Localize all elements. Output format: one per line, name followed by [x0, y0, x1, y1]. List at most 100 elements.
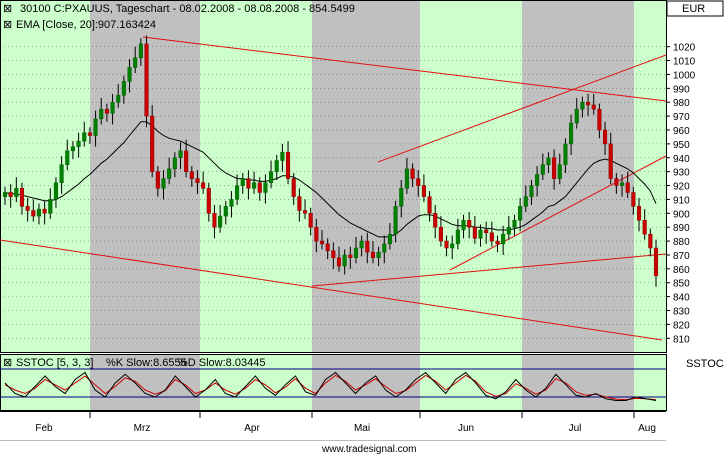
candle-body [184, 150, 189, 172]
candle-body [82, 132, 87, 142]
candle-body [399, 188, 404, 207]
candle-body [110, 101, 115, 114]
stoch-panel-tag: SSTOC [686, 358, 724, 370]
candle-body [359, 240, 364, 249]
candle-body [336, 257, 342, 267]
candle-body [410, 168, 415, 179]
price-tick-label: 850 [673, 279, 690, 290]
candle-body [31, 210, 36, 217]
candle-body [235, 185, 240, 200]
price-tick-label: 860 [673, 265, 690, 276]
chart-title: 30100 C:PXAUUS, Tageschart - 08.02.2008 … [20, 3, 355, 15]
price-tick-label: 900 [673, 209, 690, 220]
candle-body [308, 213, 313, 228]
price-tick-label: 980 [673, 98, 690, 109]
candle-body [478, 229, 483, 239]
candle-body [87, 132, 92, 136]
candle-body [382, 243, 387, 253]
candle-body [461, 219, 466, 231]
candle-body [167, 168, 172, 179]
stoch-k-label: %K Slow:8.6555 [106, 357, 187, 369]
candle-body [99, 108, 104, 120]
candle-body [387, 233, 392, 245]
candle-body [314, 226, 319, 242]
candle-body [297, 196, 302, 211]
candle-body [625, 182, 630, 193]
trendline-lower-channel [0, 239, 663, 341]
candle-body [597, 108, 602, 131]
candle-body [557, 164, 562, 179]
trendline-rising-lower [449, 155, 667, 271]
candle-body [25, 206, 30, 211]
candle-body [53, 182, 58, 200]
candle-body [319, 240, 325, 245]
candle-body [631, 192, 636, 207]
candle-body [218, 215, 223, 228]
price-axis-bg [667, 0, 724, 352]
candle-body [104, 108, 109, 114]
candle-body [472, 226, 477, 239]
candle-body [19, 188, 25, 207]
candle-body [365, 240, 370, 253]
candle-body [495, 240, 500, 245]
month-bands-stoch [0, 355, 666, 410]
candle-body [648, 233, 653, 249]
stoch-k-line [4, 371, 657, 401]
price-tick-label: 830 [673, 307, 690, 318]
candle-body [150, 115, 155, 172]
month-label: Mai [354, 423, 370, 434]
price-tick-label: 960 [673, 126, 690, 137]
month-band [200, 1, 312, 352]
currency-label: EUR [682, 3, 705, 15]
candle-body [302, 210, 308, 214]
candle-body [636, 206, 642, 221]
candle-body [291, 178, 296, 197]
month-label: Apr [244, 423, 260, 434]
candle-body [421, 185, 426, 197]
candle-body [121, 81, 126, 96]
candle-body [269, 171, 274, 184]
candle-body [76, 140, 81, 147]
candle-body [240, 178, 245, 186]
month-label: Feb [35, 423, 53, 434]
candle-body [155, 171, 160, 189]
candle-body [450, 243, 455, 249]
candle-body [404, 168, 409, 189]
price-axis: 1020 1010 1000 990 980 970 960 950 940 930 920 910 9… [666, 43, 696, 345]
candle-body [653, 247, 659, 277]
candle-body [285, 151, 291, 179]
candle-body [614, 178, 619, 186]
month-band [312, 1, 420, 352]
candle-body [133, 57, 138, 68]
candle-body [489, 232, 494, 242]
currency-box [666, 0, 724, 17]
price-tick-label: 920 [673, 182, 690, 193]
candle-body [444, 240, 449, 249]
price-tick-label: 910 [673, 195, 690, 206]
candle-body [619, 182, 625, 186]
price-panel-border [0, 0, 667, 353]
candle-body [70, 146, 75, 152]
candle-body [342, 254, 347, 267]
series-marker: ⊠ [3, 3, 12, 15]
candle-body [257, 182, 262, 193]
stoch-d-line [4, 374, 657, 401]
candle-body [2, 192, 8, 197]
month-band [0, 1, 90, 352]
price-tick-label: 840 [673, 293, 690, 304]
candle-body [223, 206, 228, 217]
candle-body [65, 150, 70, 165]
candle-body [580, 101, 585, 110]
candle-body [127, 67, 132, 82]
candle-body [263, 182, 268, 193]
candle-body [455, 229, 460, 245]
candle-body [172, 157, 177, 170]
stoch-d-label: %D Slow:8.03445 [178, 357, 265, 369]
candle-body [467, 219, 472, 228]
time-axis-bg [0, 411, 666, 457]
candle-body [501, 233, 506, 245]
month-band [420, 1, 522, 352]
candle-body [376, 251, 381, 258]
candle-body [433, 213, 438, 228]
